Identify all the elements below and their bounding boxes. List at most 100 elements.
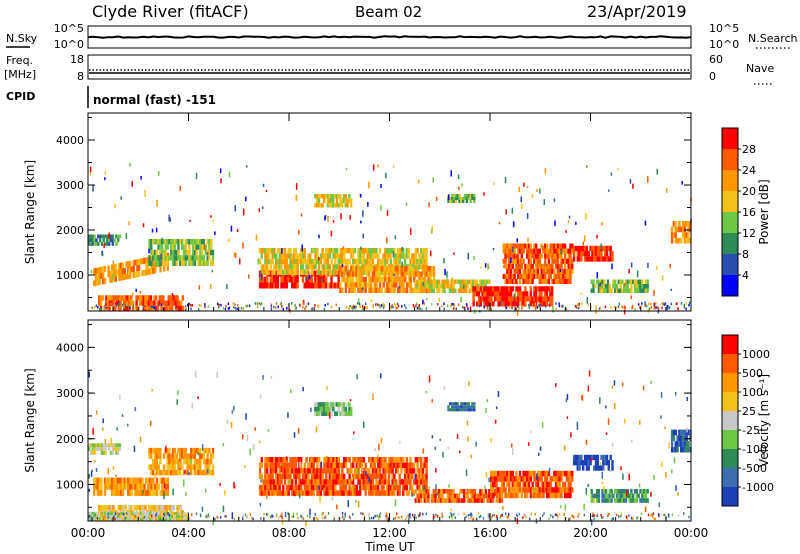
power-echo-region [502, 243, 574, 284]
freq-tick-bottom: 8 [77, 70, 84, 83]
power-colorbar-swatch [722, 128, 738, 150]
freq-nave-panel: Freq. [MHz] 18 8 60 0 Nave [4, 53, 774, 85]
velocity-ytick-label: 4000 [56, 341, 84, 354]
power-ytick-label: 3000 [56, 179, 84, 192]
velocity-echo-region [88, 443, 122, 455]
time-tick-label: 12:00 [372, 526, 407, 540]
noise-series-line [87, 35, 692, 39]
velocity-colorbar-tick: -500 [742, 462, 767, 475]
velocity-colorbar-tick: 500 [742, 367, 763, 380]
nave-tick-top: 60 [709, 53, 723, 66]
velocity-echo-region [314, 402, 353, 416]
nave-tick-bottom: 0 [709, 70, 716, 83]
velocity-colorbar-swatch [722, 392, 738, 412]
velocity-echo-region [258, 457, 428, 496]
velocity-ylabel: Slant Range [km] [23, 368, 37, 472]
power-colorbar-tick: 20 [742, 185, 756, 198]
time-tick-label: 20:00 [573, 526, 608, 540]
velocity-colorbar-swatch [722, 354, 738, 374]
noise-tick-right-bottom: 10^0 [709, 38, 739, 51]
power-colorbar-tick: 24 [742, 164, 756, 177]
velocity-colorbar-swatch [722, 411, 738, 431]
power-colorbar-swatch [722, 149, 738, 171]
velocity-colorbar-swatch [722, 487, 738, 507]
velocity-colorbar-tick: 1000 [742, 348, 770, 361]
velocity-colorbar-tick: 100 [742, 386, 763, 399]
velocity-echo-region [93, 477, 169, 496]
power-echo-region [472, 286, 554, 307]
beam-title: Beam 02 [355, 3, 422, 21]
velocity-echo-region [148, 447, 215, 476]
velocity-ytick-label: 2000 [56, 433, 84, 446]
nsearch-label: N.Search [748, 32, 798, 45]
power-echo-region [414, 279, 491, 293]
power-colorbar-swatch [722, 191, 738, 213]
power-ytick-label: 2000 [56, 224, 84, 237]
power-echo-region [148, 239, 215, 266]
velocity-ytick-label: 3000 [56, 387, 84, 400]
velocity-colorbar-tick: -1000 [742, 481, 774, 494]
time-tick-label: 08:00 [272, 526, 307, 540]
power-echo-region [572, 245, 614, 262]
date-title: 23/Apr/2019 [587, 2, 687, 21]
time-tick-label: 00:00 [71, 526, 106, 540]
velocity-colorbar-swatch [722, 468, 738, 488]
time-axis: 00:00 04:00 08:00 12:00 16:00 20:00 00:00 [71, 113, 709, 540]
cpid-text: normal (fast) -151 [93, 93, 216, 107]
station-title: Clyde River (fitACF) [92, 2, 249, 21]
noise-tick-left-top: 10^5 [54, 22, 84, 35]
velocity-near-range-band [88, 512, 690, 521]
velocity-echo-region [590, 489, 649, 503]
power-echo-region [670, 221, 692, 244]
power-echo-region [314, 194, 353, 208]
power-colorbar-tick: 4 [742, 269, 749, 282]
power-colorbar-swatch [722, 212, 738, 234]
velocity-colorbar-swatch [722, 449, 738, 469]
velocity-scatter-echoes [88, 370, 688, 526]
velocity-colorbar-swatch [722, 335, 738, 355]
power-ytick-label: 1000 [56, 269, 84, 282]
power-colorbar-label: Power [dB] [757, 179, 771, 244]
nave-label: Nave [746, 62, 774, 75]
power-echo-region [590, 279, 649, 293]
velocity-colorbar-label: Velocity [m s⁻¹] [757, 374, 771, 467]
time-axis-label: Time UT [364, 540, 415, 554]
power-colorbar-swatch [722, 170, 738, 192]
power-colorbar: 4 8 12 16 20 24 28 Power [dB] [721, 127, 771, 297]
power-ylabel: Slant Range [km] [23, 160, 37, 264]
velocity-echo-region [670, 429, 692, 453]
noise-panel: N.Sky 10^5 10^0 10^5 10^0 N.Search [6, 22, 798, 51]
noise-tick-right-top: 10^5 [709, 22, 739, 35]
freq-label: Freq. [6, 54, 33, 67]
nsky-label: N.Sky [6, 32, 38, 45]
velocity-colorbar: 1000 500 100 25 -25 -100 -500 -1000 Velocity [m … [721, 334, 774, 507]
power-colorbar-swatch [722, 254, 738, 276]
power-colorbar-tick: 28 [742, 143, 756, 156]
freq-tick-top: 18 [70, 53, 84, 66]
power-echo-region [447, 194, 476, 203]
power-ytick-label: 4000 [56, 134, 84, 147]
power-colorbar-swatch [722, 275, 738, 297]
time-tick-label: 16:00 [473, 526, 508, 540]
velocity-colorbar-swatch [722, 430, 738, 450]
velocity-ytick-label: 1000 [56, 478, 84, 491]
velocity-echo-region [447, 402, 476, 412]
cpid-label: CPID [6, 90, 35, 103]
velocity-colorbar-tick: -100 [742, 443, 767, 456]
power-panel: 1000 2000 3000 4000 Slant Range [km] 4 8 12 16 20… [23, 112, 771, 316]
power-colorbar-swatch [722, 233, 738, 255]
time-tick-label: 00:00 [674, 526, 709, 540]
velocity-colorbar-swatch [722, 373, 738, 393]
power-echo-region [88, 234, 122, 246]
power-colorbar-tick: 16 [742, 206, 756, 219]
power-colorbar-tick: 8 [742, 248, 749, 261]
power-colorbar-tick: 12 [742, 227, 756, 240]
time-tick-label: 04:00 [171, 526, 206, 540]
velocity-colorbar-tick: 25 [742, 405, 756, 418]
velocity-echo-region [572, 454, 614, 471]
velocity-colorbar-tick: -25 [742, 424, 760, 437]
freq-unit-label: [MHz] [4, 68, 36, 81]
noise-tick-left-bottom: 10^0 [54, 38, 84, 51]
